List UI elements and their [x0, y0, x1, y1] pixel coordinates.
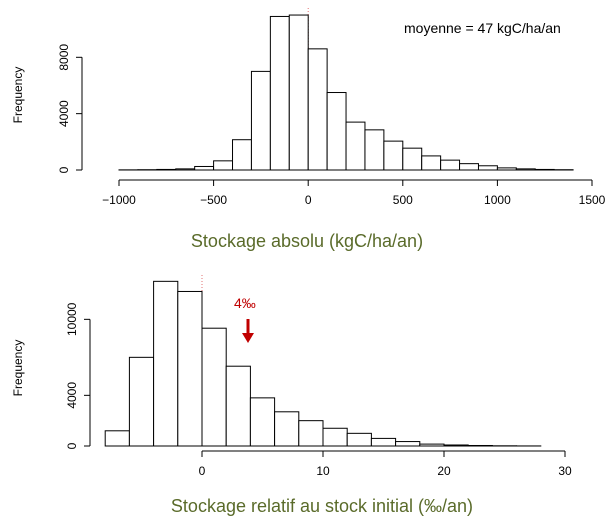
histogram-relative: 4‰ Frequency Stockage relatif au stock i… [11, 275, 572, 516]
mean-annotation: moyenne = 47 kgC/ha/an [404, 20, 561, 36]
x-tick-label: 0 [305, 193, 312, 207]
histogram-bar [249, 397, 276, 447]
histogram-bar [225, 365, 251, 447]
histogram-bar [298, 420, 324, 447]
histogram-bar [419, 443, 445, 447]
x-tick-label: −500 [200, 193, 227, 207]
histogram-bar [201, 327, 227, 447]
histogram-bar [383, 140, 404, 171]
y-tick-label: 0 [65, 442, 79, 449]
histogram-bar [269, 15, 290, 171]
y-tick-label: 0 [57, 166, 71, 173]
histogram-bar [153, 280, 179, 447]
histogram-bar [128, 356, 155, 447]
histogram-bar [232, 139, 252, 171]
histogram-bar [467, 444, 493, 447]
histogram-bar [370, 437, 397, 447]
histogram-bar [440, 159, 461, 171]
y-tick-label: 4000 [65, 382, 79, 409]
arrowhead-icon [242, 333, 254, 343]
four-permil-annotation: 4‰ [234, 295, 256, 311]
histogram-bar [194, 165, 215, 171]
x-tick-label: 30 [558, 464, 572, 478]
histogram-bar [443, 444, 469, 447]
y-axis-label-top: Frequency [11, 67, 25, 124]
histogram-bar [346, 432, 372, 447]
x-tick-label: 0 [199, 464, 206, 478]
histogram-bar [477, 165, 498, 171]
y-tick-label: 10000 [65, 302, 79, 336]
x-tick-label: 500 [393, 193, 413, 207]
histogram-bar [156, 168, 177, 171]
histogram-bar [322, 427, 348, 447]
y-tick-label: 4000 [57, 100, 71, 127]
histogram-bar [421, 155, 442, 171]
histogram-bar [288, 14, 309, 171]
y-axis-label-bottom: Frequency [11, 340, 25, 397]
histogram-absolute: moyenne = 47 kgC/ha/an Frequency Stockag… [11, 8, 606, 251]
histogram-bar [326, 92, 347, 171]
histogram-bar [534, 168, 555, 171]
histogram-bar [175, 168, 196, 171]
histogram-bar [364, 129, 385, 171]
histogram-bar [515, 168, 536, 171]
histogram-bar [395, 441, 421, 447]
x-tick-label: 20 [437, 464, 451, 478]
histogram-bar [104, 430, 130, 447]
x-tick-label: 1000 [484, 193, 511, 207]
histogram-bar [496, 167, 517, 171]
x-axis-label-bottom: Stockage relatif au stock initial (‰/an) [171, 496, 473, 516]
histogram-bar [402, 147, 423, 171]
histogram-bar [459, 163, 479, 171]
histogram-bar [274, 411, 300, 447]
histogram-bar [250, 70, 271, 171]
x-tick-label: −1000 [102, 193, 136, 207]
histogram-bar [213, 160, 234, 171]
x-tick-label: 10 [316, 464, 330, 478]
histogram-bar [177, 290, 203, 447]
y-tick-label: 8000 [57, 44, 71, 71]
histogram-bar [345, 121, 366, 171]
histogram-bar [307, 48, 328, 171]
x-axis-label-top: Stockage absolu (kgC/ha/an) [191, 231, 423, 251]
x-tick-label: 1500 [579, 193, 606, 207]
